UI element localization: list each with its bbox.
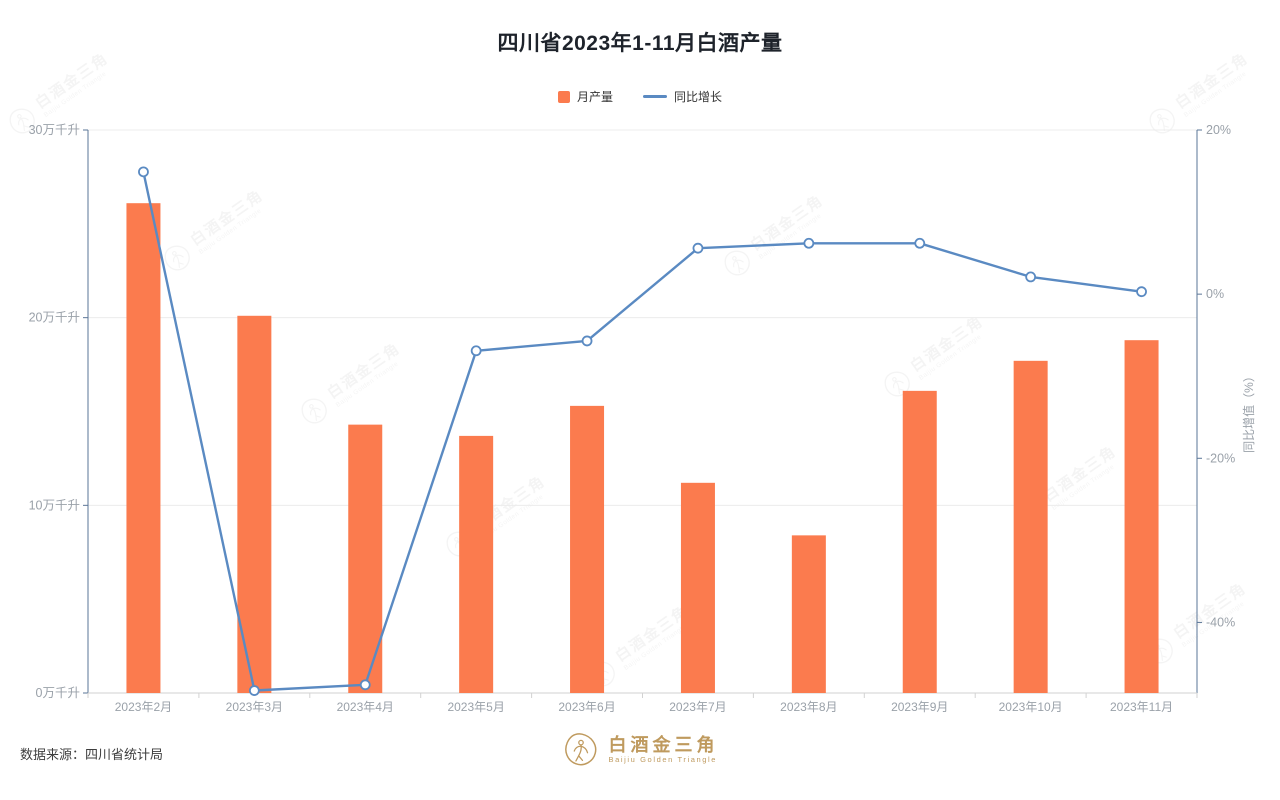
chart-title: 四川省2023年1-11月白酒产量 <box>497 32 783 55</box>
line-point-2023年7月[interactable] <box>692 242 704 254</box>
y-axis-left-tick-label: 10万千升 <box>29 498 80 512</box>
x-axis-category-label: 2023年3月 <box>226 700 283 714</box>
line-point-2023年2月[interactable] <box>138 166 149 178</box>
x-axis-category-label: 2023年8月 <box>780 700 837 714</box>
y-axis-right-tick-label: 20% <box>1206 123 1231 137</box>
line-swatch-icon <box>643 95 667 98</box>
bar-2023年9月[interactable] <box>902 390 937 693</box>
y-axis-left-tick-label: 30万千升 <box>29 123 80 137</box>
legend-label: 同比增长 <box>674 90 723 104</box>
bar-2023年8月[interactable] <box>791 535 826 693</box>
bar-2023年3月[interactable] <box>237 315 272 693</box>
line-point-2023年3月[interactable] <box>248 685 260 696</box>
bar-2023年2月[interactable] <box>126 203 161 693</box>
x-axis-category-label: 2023年7月 <box>669 700 726 714</box>
y-axis-right-tick-label: -20% <box>1206 451 1235 465</box>
chart-canvas[interactable]: 30万千升 20万千升 10万千升 0万千升 20% 0% -20% -40% 同比增值（%） 2… <box>0 0 1280 730</box>
line-point-2023年10月[interactable] <box>1025 271 1037 283</box>
bar-swatch-icon <box>557 90 570 103</box>
x-axis-category-label: 2023年6月 <box>558 700 615 714</box>
y-axis-left-tick-label: 20万千升 <box>29 311 80 325</box>
x-axis-category-label: 2023年5月 <box>447 700 504 714</box>
bar-2023年7月[interactable] <box>680 482 715 693</box>
bar-2023年6月[interactable] <box>570 405 605 693</box>
logo-name-cn: 白酒金三角 <box>608 735 719 756</box>
legend-item-line-series[interactable]: 同比增长 <box>643 88 722 105</box>
baijiu-golden-triangle-logo-icon <box>564 733 596 766</box>
bar-2023年11月[interactable] <box>1124 340 1159 693</box>
line-point-2023年4月[interactable] <box>359 679 371 691</box>
y-axis-right-title: 同比增值（%） <box>1241 370 1256 453</box>
line-point-2023年9月[interactable] <box>914 237 926 249</box>
x-axis-category-label: 2023年10月 <box>999 700 1063 714</box>
line-point-2023年11月[interactable] <box>1136 286 1147 298</box>
line-point-2023年5月[interactable] <box>470 345 482 357</box>
brand-logo: 白酒金三角 Baijiu Golden Triangle <box>0 731 1280 769</box>
growth-line[interactable] <box>142 170 1143 692</box>
legend-item-bar-series[interactable]: 月产量 <box>557 88 613 105</box>
bar-2023年5月[interactable] <box>459 435 494 693</box>
y-axis-left-tick-label: 0万千升 <box>36 686 80 700</box>
chart-legend: 月产量 同比增长 <box>0 88 1280 105</box>
line-point-2023年8月[interactable] <box>803 237 815 249</box>
bar-2023年10月[interactable] <box>1013 360 1048 693</box>
data-source-label: 数据来源：四川省统计局 <box>20 747 164 762</box>
logo-name-en: Baijiu Golden Triangle <box>608 755 718 765</box>
x-axis-category-label: 2023年11月 <box>1110 700 1173 714</box>
line-point-2023年6月[interactable] <box>581 335 593 347</box>
x-axis-category-label: 2023年2月 <box>115 700 172 714</box>
y-axis-right-tick-label: 0% <box>1206 287 1224 301</box>
legend-label: 月产量 <box>576 90 613 104</box>
y-axis-right-tick-label: -40% <box>1206 615 1235 629</box>
x-axis-category-label: 2023年9月 <box>891 700 948 714</box>
x-axis-category-label: 2023年4月 <box>337 700 394 714</box>
